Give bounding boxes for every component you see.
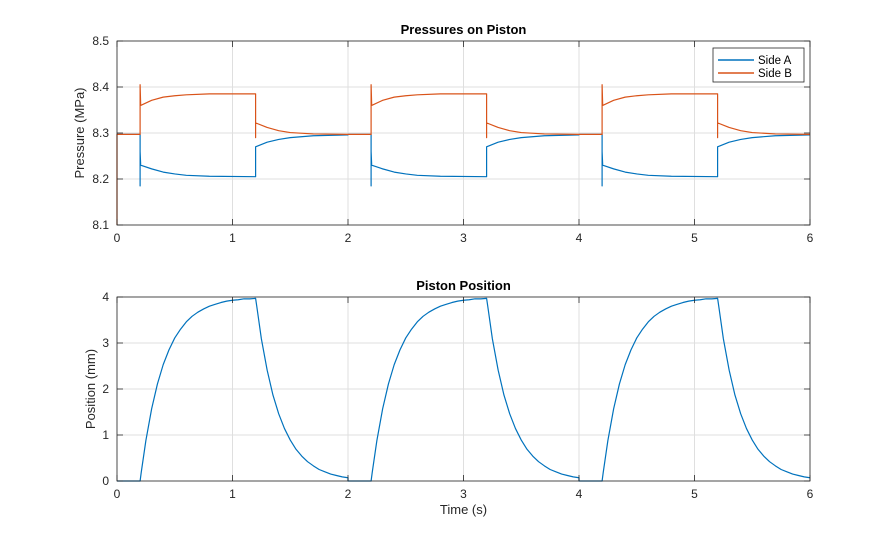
- x-tick-label: 5: [691, 231, 698, 245]
- position-axes: 0 1 2 3 4 5 6 0 1 2 3 4 Piston Position Position (mm)…: [83, 278, 814, 517]
- x-tick-label: 6: [807, 231, 814, 245]
- x-tick-label: 3: [460, 487, 467, 501]
- legend-label: Side B: [758, 68, 792, 80]
- y-tick-label: 8.5: [92, 34, 109, 48]
- y-axis-label: Position (mm): [83, 349, 98, 429]
- legend-box: [712, 47, 805, 83]
- x-tick-label: 1: [229, 487, 236, 501]
- chart-title: Pressures on Piston: [401, 22, 527, 37]
- y-tick-label: 8.2: [92, 172, 109, 186]
- y-tick-label: 8.1: [92, 218, 109, 232]
- series-line-position: [117, 297, 811, 482]
- y-tick-label: 8.4: [92, 80, 109, 94]
- x-tick-label: 4: [576, 231, 583, 245]
- y-tick-label: 8.3: [92, 126, 109, 140]
- x-axis-label: Time (s): [440, 502, 487, 517]
- x-tick-label: 1: [229, 231, 236, 245]
- series-line-side-b: [116, 84, 811, 225]
- legend-label: Side A: [758, 55, 792, 67]
- y-axis-label: Pressure (MPa): [72, 87, 87, 178]
- y-tick-label: 1: [102, 428, 109, 442]
- y-tick-label: 0: [102, 474, 109, 488]
- y-tick-label: 2: [102, 382, 109, 396]
- chart-title: Piston Position: [416, 278, 511, 293]
- x-tick-label: 6: [807, 487, 814, 501]
- series-line-side-a: [117, 133, 811, 187]
- x-tick-label: 3: [460, 231, 467, 245]
- x-tick-label: 0: [114, 487, 121, 501]
- x-tick-label: 2: [345, 487, 352, 501]
- x-tick-label: 0: [114, 231, 121, 245]
- x-tick-label: 4: [576, 487, 583, 501]
- y-tick-label: 3: [102, 336, 109, 350]
- pressure-axes: 0 1 2 3 4 5 6 8.1 8.2 8.3 8.4 8.5 Pressures on Pisto…: [72, 22, 814, 245]
- x-tick-label: 5: [691, 487, 698, 501]
- x-tick-label: 2: [345, 231, 352, 245]
- y-tick-label: 4: [102, 290, 109, 304]
